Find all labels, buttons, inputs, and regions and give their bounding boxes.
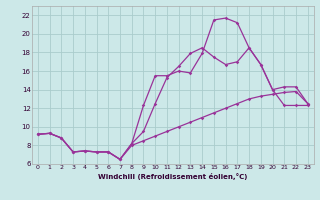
X-axis label: Windchill (Refroidissement éolien,°C): Windchill (Refroidissement éolien,°C) (98, 173, 247, 180)
